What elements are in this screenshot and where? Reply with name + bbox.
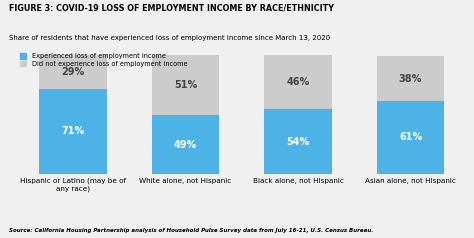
Bar <box>152 55 219 115</box>
Bar <box>39 89 107 174</box>
Bar <box>264 109 332 174</box>
Legend: Experienced loss of employment income, Did not experience loss of employment inc: Experienced loss of employment income, D… <box>20 53 187 67</box>
Bar <box>377 101 444 174</box>
Text: 61%: 61% <box>399 132 422 143</box>
Bar <box>152 115 219 174</box>
Text: FIGURE 3: COVID-19 LOSS OF EMPLOYMENT INCOME BY RACE/ETHNICITY: FIGURE 3: COVID-19 LOSS OF EMPLOYMENT IN… <box>9 4 335 13</box>
Text: 71%: 71% <box>61 126 84 137</box>
Bar <box>39 55 107 89</box>
Text: 49%: 49% <box>174 139 197 150</box>
Text: 46%: 46% <box>286 77 310 87</box>
Text: Source: California Housing Partnership analysis of Household Pulse Survey data f: Source: California Housing Partnership a… <box>9 228 374 233</box>
Bar <box>377 56 444 101</box>
Bar <box>264 55 332 109</box>
Text: 51%: 51% <box>174 80 197 90</box>
Text: Share of residents that have experienced loss of employment income since March 1: Share of residents that have experienced… <box>9 35 330 40</box>
Text: 54%: 54% <box>286 137 310 147</box>
Text: 38%: 38% <box>399 74 422 84</box>
Text: 29%: 29% <box>61 67 84 77</box>
